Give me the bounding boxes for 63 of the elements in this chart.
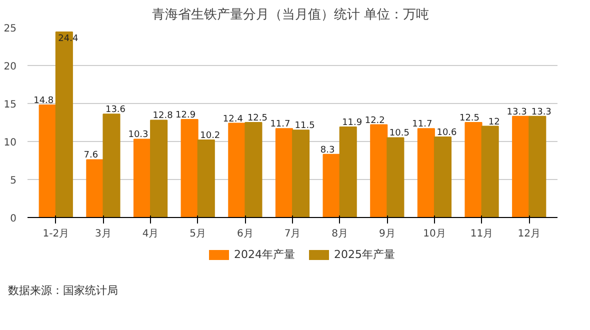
chart-title: 青海省生铁产量分月（当月值）统计 单位：万吨 [152,8,430,22]
bar [197,139,215,218]
bar [38,104,56,218]
bar [322,154,340,218]
bar [481,126,499,218]
data-label: 14.8 [34,96,54,106]
source-note: 数据来源：国家统计局 [8,283,118,299]
x-tick-label: 1-2月 [42,228,70,240]
data-label: 11.7 [270,120,290,130]
y-tick-label: 5 [10,176,17,186]
y-tick-label: 25 [4,24,17,34]
bar [434,136,452,218]
legend-label: 2024年产量 [234,248,295,261]
bar [180,118,198,218]
bar [86,159,104,218]
data-label: 10.3 [128,130,148,140]
data-label: 10.6 [436,128,458,138]
bar [244,122,262,218]
data-label: 12.9 [176,110,196,120]
data-label: 12.5 [459,114,480,124]
x-tick-label: 12月 [518,228,540,240]
data-label: 10.2 [200,130,220,141]
x-tick-label: 6月 [236,228,254,240]
bar [512,116,530,218]
bar [339,126,357,218]
bar [370,124,388,218]
data-label: 12 [488,117,500,128]
data-label: 10.5 [389,128,410,139]
legend-label: 2025年产量 [334,248,395,261]
bar [150,120,168,218]
data-label: 8.3 [320,145,335,156]
data-label: 12.5 [247,114,268,124]
data-label: 11.5 [294,121,315,132]
bar [386,137,404,218]
bar [228,122,246,218]
bar [528,116,546,218]
x-tick-label: 4月 [142,228,159,240]
bar [275,128,293,218]
y-tick-label: 10 [4,138,17,148]
x-tick-label: 9月 [378,228,396,240]
data-label: 12.8 [152,111,174,122]
bar [292,130,310,218]
bar [417,128,435,218]
x-tick-label: 5月 [190,228,206,240]
data-label: 11.7 [412,120,432,130]
data-label: 13.3 [531,107,552,118]
data-label: 12.2 [364,116,385,126]
bar [133,138,152,218]
x-tick-label: 7月 [284,228,301,240]
bar [464,122,482,218]
x-tick-label: 11月 [470,228,494,240]
data-label: 12.4 [222,114,244,124]
data-label: 13.6 [105,105,126,116]
y-tick-label: 0 [10,214,17,224]
bar [102,114,120,218]
y-tick-label: 20 [4,62,17,72]
x-tick-label: 10月 [423,228,446,240]
x-tick-label: 8月 [332,228,348,240]
data-label: 7.6 [84,150,98,161]
data-label: 13.3 [506,107,527,118]
y-tick-label: 15 [4,100,17,110]
x-tick-label: 3月 [95,228,112,240]
data-label: 11.9 [342,118,362,128]
